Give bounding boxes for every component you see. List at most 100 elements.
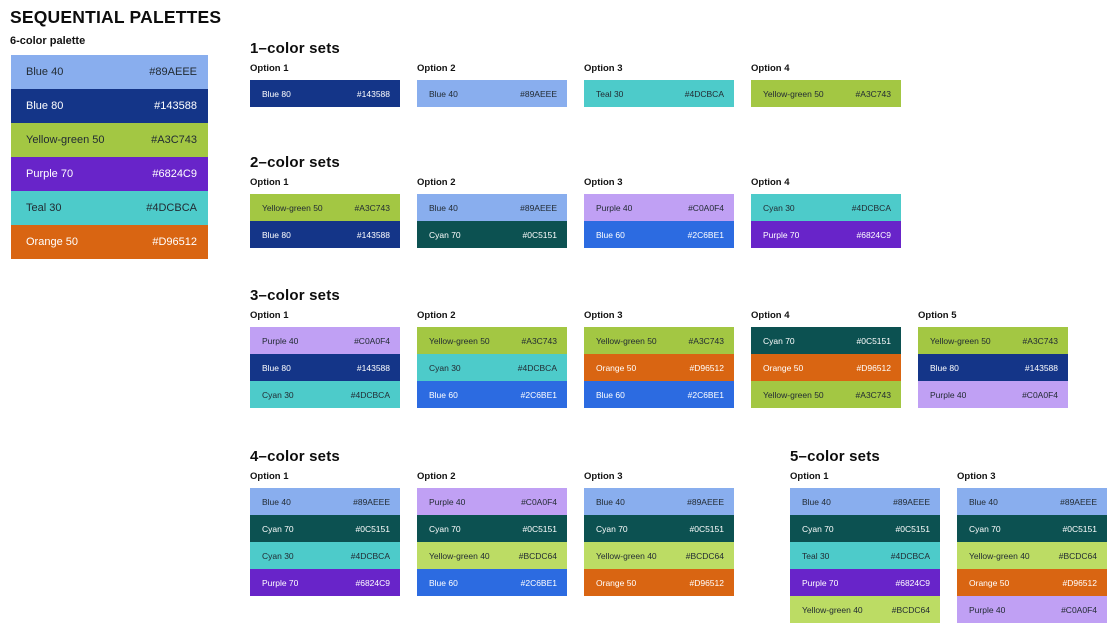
color-hex: #0C5151 xyxy=(689,523,724,534)
options-row: Option 1 Blue 40 #89AEEE Cyan 70 #0C5151 Cyan… xyxy=(250,471,734,596)
color-name: Yellow-green 50 xyxy=(763,389,824,400)
color-name: Purple 40 xyxy=(930,389,967,400)
color-swatch: Cyan 30 #4DCBCA xyxy=(250,381,400,408)
palette-option: Option 1 Purple 40 #C0A0F4 Blue 80 #143588 Cy… xyxy=(250,310,400,408)
color-name: Purple 70 xyxy=(262,577,299,588)
swatch-stack: Cyan 30 #4DCBCA Purple 70 #6824C9 xyxy=(751,194,901,248)
color-swatch: Yellow-green 50 #A3C743 xyxy=(250,194,400,221)
color-swatch: Purple 70 #6824C9 xyxy=(11,157,208,191)
color-hex: #C0A0F4 xyxy=(1022,389,1058,400)
palette-option: Option 2 Blue 40 #89AEEE Cyan 70 #0C5151 xyxy=(417,177,567,248)
option-label: Option 5 xyxy=(918,310,957,321)
option-label: Option 1 xyxy=(250,177,289,188)
color-name: Blue 60 xyxy=(429,577,458,588)
option-label: Option 1 xyxy=(250,63,289,74)
color-hex: #89AEEE xyxy=(893,496,930,507)
option-label: Option 4 xyxy=(751,310,790,321)
color-swatch: Yellow-green 50 #A3C743 xyxy=(11,123,208,157)
color-name: Purple 70 xyxy=(26,168,74,180)
section-heading: 4–color sets xyxy=(250,448,340,465)
option-label: Option 2 xyxy=(417,63,456,74)
swatch-stack: Yellow-green 50 #A3C743 Blue 80 #143588 Purp… xyxy=(918,327,1068,408)
color-hex: #0C5151 xyxy=(522,523,557,534)
section-heading: 3–color sets xyxy=(250,287,340,304)
palette-option: Option 2 Blue 40 #89AEEE xyxy=(417,63,567,107)
color-hex: #143588 xyxy=(1024,362,1058,373)
color-hex: #89AEEE xyxy=(149,66,197,78)
option-label: Option 2 xyxy=(417,177,456,188)
palette-option: Option 4 Yellow-green 50 #A3C743 xyxy=(751,63,901,107)
color-name: Cyan 70 xyxy=(969,523,1001,534)
option-label: Option 3 xyxy=(584,310,623,321)
swatch-stack: Blue 40 #89AEEE Cyan 70 #0C5151 Yellow-green… xyxy=(584,488,734,596)
color-swatch: Cyan 70 #0C5151 xyxy=(417,221,567,248)
color-name: Purple 40 xyxy=(429,496,466,507)
color-hex: #4DCBCA xyxy=(517,362,557,373)
color-name: Blue 80 xyxy=(262,362,291,373)
color-name: Yellow-green 50 xyxy=(429,335,490,346)
color-swatch: Yellow-green 50 #A3C743 xyxy=(751,381,901,408)
color-hex: #A3C743 xyxy=(855,88,891,99)
color-name: Blue 40 xyxy=(429,88,458,99)
color-hex: #A3C743 xyxy=(688,335,724,346)
color-swatch: Cyan 70 #0C5151 xyxy=(417,515,567,542)
color-hex: #D96512 xyxy=(152,236,197,248)
color-hex: #4DCBCA xyxy=(851,202,891,213)
color-swatch: Blue 40 #89AEEE xyxy=(957,488,1107,515)
color-swatch: Yellow-green 40 #BCDC64 xyxy=(417,542,567,569)
color-name: Blue 60 xyxy=(596,389,625,400)
color-swatch: Orange 50 #D96512 xyxy=(584,354,734,381)
color-swatch: Blue 80 #143588 xyxy=(250,354,400,381)
color-name: Cyan 30 xyxy=(262,550,294,561)
color-swatch: Blue 60 #2C6BE1 xyxy=(417,569,567,596)
options-row: Option 1 Blue 40 #89AEEE Cyan 70 #0C5151 Teal… xyxy=(790,471,1107,623)
color-hex: #4DCBCA xyxy=(890,550,930,561)
color-hex: #A3C743 xyxy=(1022,335,1058,346)
color-name: Cyan 70 xyxy=(596,523,628,534)
option-label: Option 4 xyxy=(751,63,790,74)
swatch-stack: Blue 40 #89AEEE xyxy=(417,80,567,107)
color-swatch: Purple 70 #6824C9 xyxy=(751,221,901,248)
color-swatch: Blue 40 #89AEEE xyxy=(790,488,940,515)
color-swatch: Orange 50 #D96512 xyxy=(957,569,1107,596)
color-name: Yellow-green 50 xyxy=(763,88,824,99)
color-swatch: Blue 60 #2C6BE1 xyxy=(584,221,734,248)
color-swatch: Cyan 70 #0C5151 xyxy=(250,515,400,542)
color-hex: #BCDC64 xyxy=(891,604,930,615)
palette-option: Option 2 Purple 40 #C0A0F4 Cyan 70 #0C5151 Ye… xyxy=(417,471,567,596)
color-hex: #D96512 xyxy=(856,362,891,373)
color-hex: #BCDC64 xyxy=(685,550,724,561)
color-swatch: Teal 30 #4DCBCA xyxy=(584,80,734,107)
section-heading: 1–color sets xyxy=(250,40,340,57)
color-swatch: Yellow-green 40 #BCDC64 xyxy=(584,542,734,569)
color-hex: #0C5151 xyxy=(1062,523,1097,534)
option-label: Option 4 xyxy=(751,177,790,188)
color-swatch: Yellow-green 40 #BCDC64 xyxy=(957,542,1107,569)
color-swatch: Teal 30 #4DCBCA xyxy=(11,191,208,225)
option-label: Option 1 xyxy=(250,310,289,321)
color-name: Blue 40 xyxy=(26,66,64,78)
color-swatch: Blue 40 #89AEEE xyxy=(584,488,734,515)
color-hex: #C0A0F4 xyxy=(1061,604,1097,615)
swatch-stack: Blue 40 #89AEEE Cyan 70 #0C5151 Cyan 30 #4DCB… xyxy=(250,488,400,596)
color-name: Blue 40 xyxy=(969,496,998,507)
color-name: Purple 70 xyxy=(802,577,839,588)
color-hex: #89AEEE xyxy=(687,496,724,507)
color-name: Orange 50 xyxy=(596,577,637,588)
palette-option: Option 4 Cyan 30 #4DCBCA Purple 70 #6824C9 xyxy=(751,177,901,248)
section-heading: 2–color sets xyxy=(250,154,340,171)
color-swatch: Blue 40 #89AEEE xyxy=(250,488,400,515)
color-name: Cyan 70 xyxy=(262,523,294,534)
color-hex: #C0A0F4 xyxy=(354,335,390,346)
color-hex: #BCDC64 xyxy=(518,550,557,561)
swatch-stack: Blue 40 #89AEEE Cyan 70 #0C5151 Yellow-green… xyxy=(957,488,1107,623)
options-row: Option 1 Yellow-green 50 #A3C743 Blue 80 #14… xyxy=(250,177,901,248)
color-swatch: Blue 80 #143588 xyxy=(11,89,208,123)
color-name: Blue 40 xyxy=(596,496,625,507)
color-hex: #4DCBCA xyxy=(350,389,390,400)
color-name: Purple 40 xyxy=(969,604,1006,615)
option-label: Option 2 xyxy=(417,310,456,321)
color-swatch: Purple 40 #C0A0F4 xyxy=(250,327,400,354)
color-name: Blue 40 xyxy=(802,496,831,507)
